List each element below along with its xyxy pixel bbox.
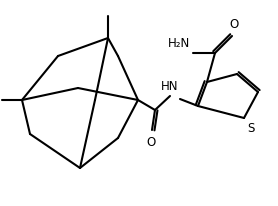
Text: O: O	[147, 136, 156, 149]
Text: H₂N: H₂N	[168, 37, 190, 50]
Text: S: S	[247, 122, 254, 135]
Text: O: O	[229, 18, 239, 31]
Text: HN: HN	[161, 80, 179, 93]
